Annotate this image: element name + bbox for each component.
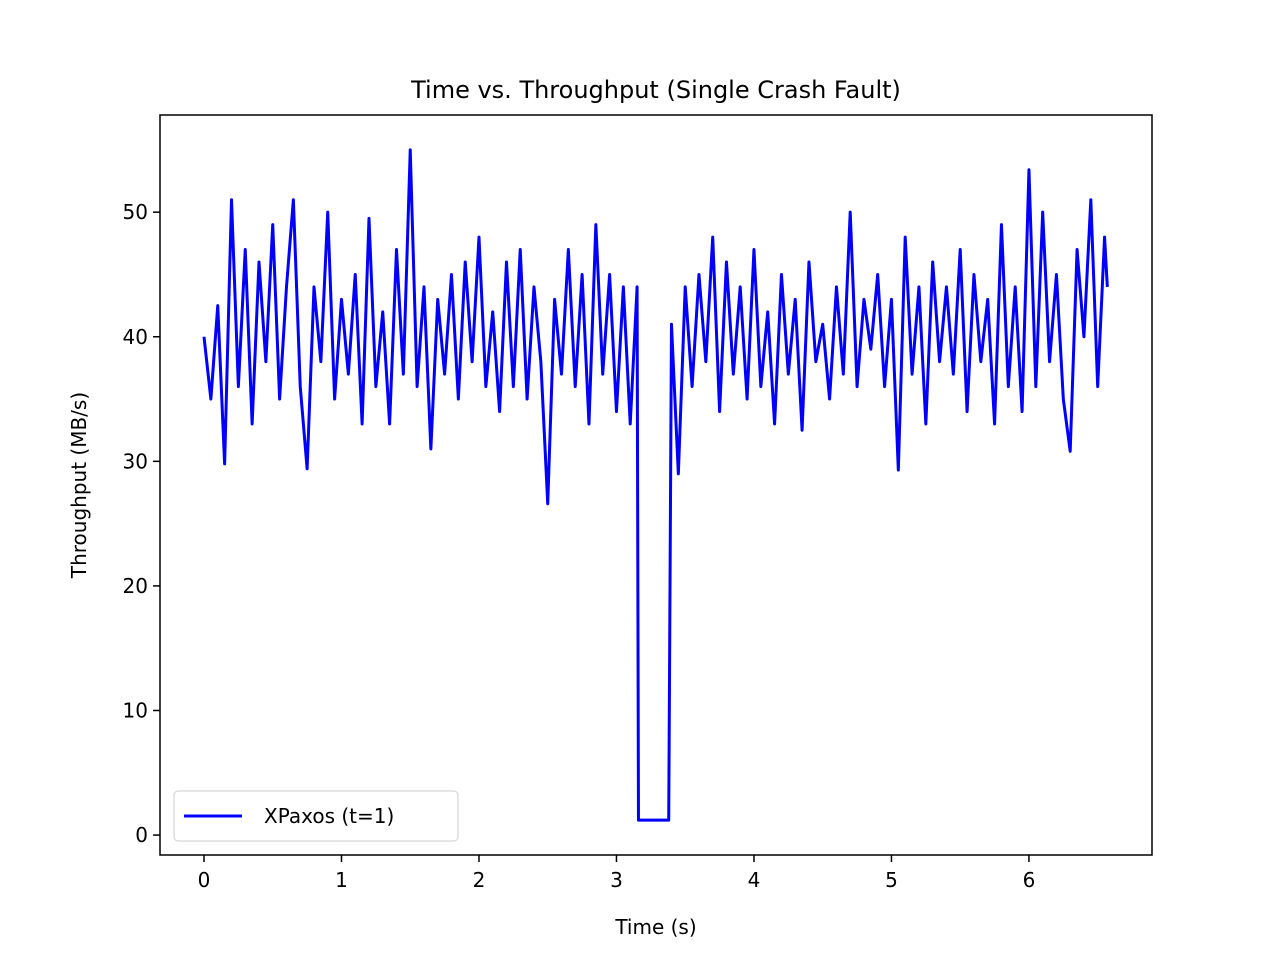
x-tick-label: 5 xyxy=(885,868,898,892)
legend-label: XPaxos (t=1) xyxy=(264,804,394,828)
x-tick-label: 2 xyxy=(473,868,486,892)
legend-box xyxy=(173,790,459,842)
data-line xyxy=(202,148,1109,822)
y-tick-label: 20 xyxy=(123,574,148,598)
plot-frame xyxy=(159,114,1153,856)
x-tick-label: 6 xyxy=(1023,868,1036,892)
x-tick-label: 1 xyxy=(335,868,348,892)
y-tick-label: 10 xyxy=(123,698,148,722)
chart-title: Time vs. Throughput (Single Crash Fault) xyxy=(410,76,901,104)
y-tick-label: 40 xyxy=(123,325,148,349)
x-tick-label: 0 xyxy=(198,868,211,892)
y-tick-label: 50 xyxy=(123,200,148,224)
x-tick-label: 4 xyxy=(748,868,761,892)
x-tick-label: 3 xyxy=(610,868,623,892)
y-axis-label: Throughput (MB/s) xyxy=(67,392,91,579)
y-tick-label: 30 xyxy=(123,449,148,473)
y-tick-label: 0 xyxy=(135,823,148,847)
x-axis-label: Time (s) xyxy=(614,915,696,939)
